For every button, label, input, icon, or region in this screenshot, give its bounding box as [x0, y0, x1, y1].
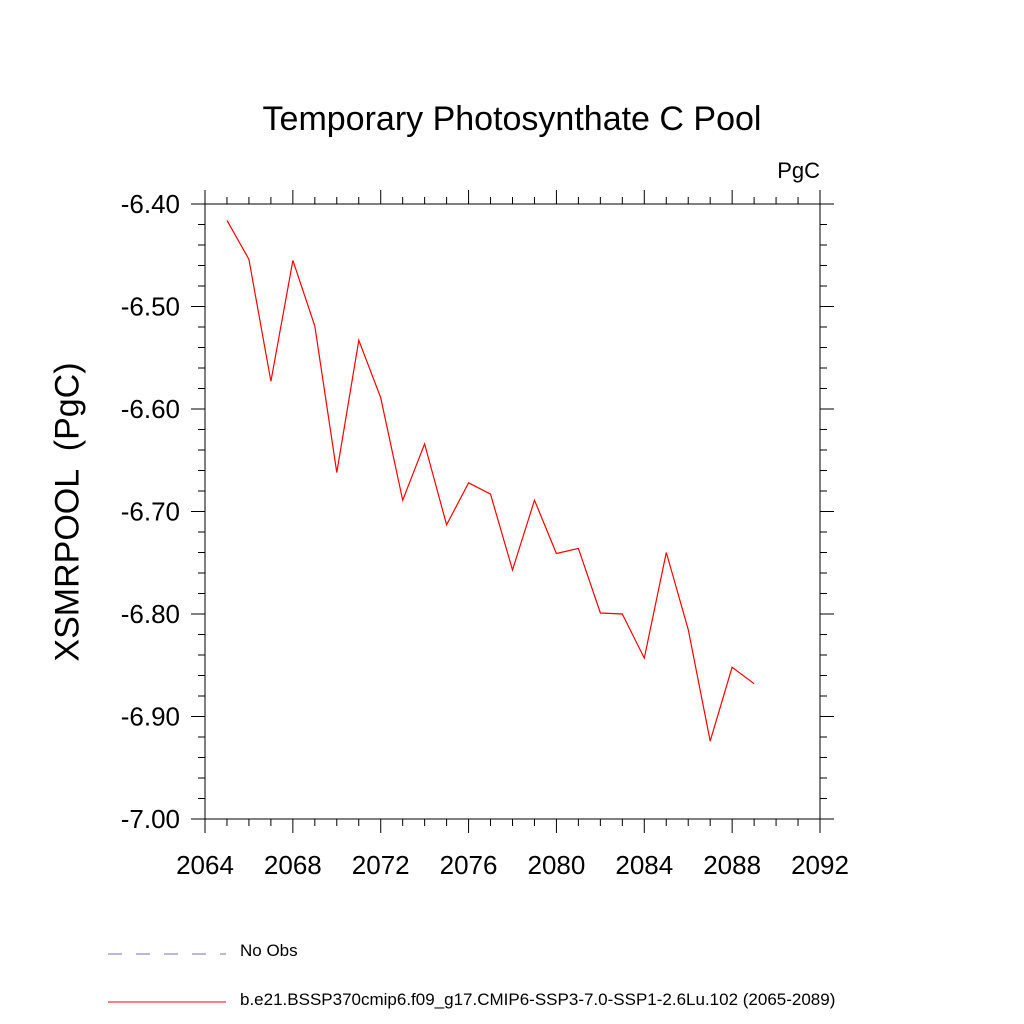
y-tick-label: -7.00 — [121, 804, 180, 834]
x-tick-label: 2068 — [264, 850, 322, 880]
x-tick-labels: 2064 2068 2072 2076 2080 2084 2088 2092 — [176, 850, 849, 880]
x-tick-label: 2064 — [176, 850, 234, 880]
series-layer — [226, 220, 755, 742]
legend-label-no-obs: No Obs — [240, 941, 298, 960]
legend-lines — [108, 953, 226, 1003]
chart-title: Temporary Photosynthate C Pool — [262, 100, 762, 138]
units-label: PgC — [777, 158, 820, 183]
x-tick-label: 2092 — [791, 850, 849, 880]
y-tick-label: -6.40 — [121, 189, 180, 219]
x-tick-label: 2084 — [615, 850, 673, 880]
x-tick-label: 2088 — [703, 850, 761, 880]
plot-area — [204, 203, 821, 820]
x-tick-label: 2072 — [352, 850, 410, 880]
y-tick-label: -6.70 — [121, 497, 180, 527]
y-tick-label: -6.80 — [121, 599, 180, 629]
y-tick-label: -6.50 — [121, 292, 180, 322]
legend-label-model-run: b.e21.BSSP370cmip6.f09_g17.CMIP6-SSP3-7.… — [240, 990, 836, 1009]
y-tick-label: -6.60 — [121, 394, 180, 424]
axis-ticks — [191, 190, 834, 833]
y-axis-label: XSMRPOOL (PgC) — [48, 362, 87, 662]
x-tick-label: 2076 — [440, 850, 498, 880]
y-tick-labels: -7.00 -6.90 -6.80 -6.70 -6.60 -6.50 -6.40 — [121, 189, 180, 834]
x-tick-label: 2080 — [528, 850, 586, 880]
series-line-0 — [226, 220, 755, 742]
y-tick-label: -6.90 — [121, 702, 180, 732]
